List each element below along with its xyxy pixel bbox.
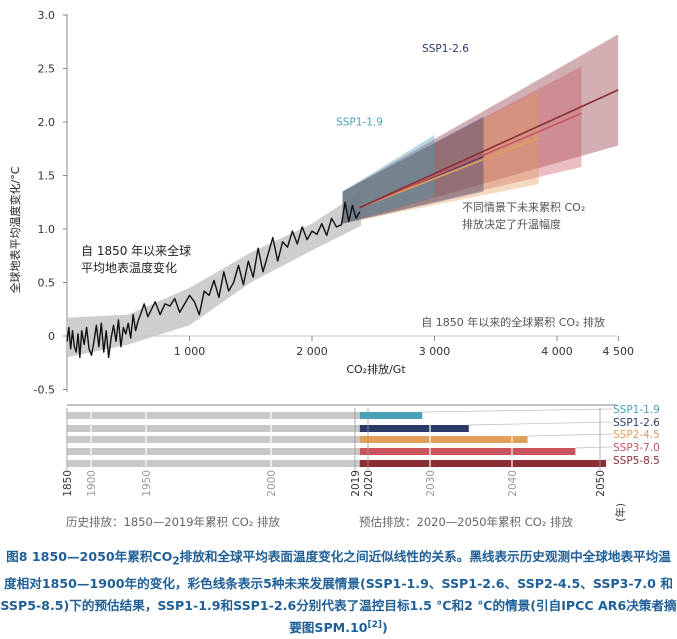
- year-tick-label: 1950: [141, 470, 153, 497]
- annotation-line: 不同情景下未来累积 CO₂: [462, 201, 585, 214]
- year-tick-label: 1850: [62, 470, 74, 497]
- y-axis-ticks: 3.0 2.5 2.0 1.5 1.0 0.5 0 -0.5: [34, 9, 67, 397]
- scenario-central-line: [359, 112, 582, 209]
- x-tick-label: 3 000: [419, 345, 451, 358]
- y-axis-label: 全球地表平均温度变化/°C: [8, 166, 22, 293]
- legend-connector: [527, 433, 613, 437]
- historical-bar: [67, 448, 360, 455]
- annotation-line: 平均地表温度变化: [81, 260, 177, 275]
- y-tick-label: 0: [48, 330, 55, 343]
- future-bar: [359, 412, 423, 419]
- legend-connector: [422, 408, 613, 413]
- year-tick-label: 2040: [507, 470, 519, 497]
- scenario-label: SSP1-1.9: [336, 116, 383, 128]
- emissions-temperature-figure: 3.0 2.5 2.0 1.5 1.0 0.5 0 -0.5 全球地表平均温度变化/°C 1 …: [8, 9, 660, 529]
- legend-connector: [468, 421, 613, 426]
- year-tick-label: 2030: [425, 470, 437, 497]
- y-tick-label: 0.5: [38, 277, 56, 290]
- scenario-label: SSP1-2.6: [422, 43, 469, 55]
- caption-subscript: 2: [172, 555, 180, 568]
- scenario-band: [342, 134, 435, 224]
- y-tick-label: 1.5: [38, 170, 56, 183]
- cumulative-bars: [67, 412, 606, 467]
- annotation-line: 自 1850 年以来全球: [81, 243, 191, 258]
- scenario-band: [342, 92, 539, 224]
- historical-bar: [67, 436, 360, 443]
- figure-caption: 图8 1850—2050年累积CO2排放和全球平均表面温度变化之间近似线性的关系…: [0, 546, 677, 639]
- cumulative-annotation: 自 1850 年以来的全球累积 CO₂ 排放: [421, 315, 605, 329]
- caption-part3: ): [382, 619, 388, 635]
- x-tick-label: 4 000: [541, 345, 573, 358]
- scenario-band: [342, 116, 484, 224]
- future-bar: [359, 436, 528, 443]
- historical-line: [66, 201, 361, 359]
- historical-emissions-label: 历史排放：1850—2019年累积 CO₂ 排放: [66, 515, 281, 529]
- main-chart: 3.0 2.5 2.0 1.5 1.0 0.5 0 -0.5 全球地表平均温度变化/°C 1 …: [8, 9, 634, 397]
- future-emissions-label: 预估排放：2020—2050年累积 CO₂ 排放: [359, 515, 574, 529]
- legend-entry: SSP1-2.6: [613, 417, 660, 429]
- year-ticks: 1850 1900 1950 2000 2019 2020 2030 2040 2050 (年): [62, 408, 627, 522]
- scenario-band: [342, 66, 582, 224]
- legend-entry: SSP3-7.0: [613, 442, 660, 454]
- caption-part2: 排放和全球平均表面温度变化之间近似线性的关系。黑线表示历史观测中全球地表平均温度…: [0, 549, 677, 635]
- bottom-emissions-panel: 1850 1900 1950 2000 2019 2020 2030 2040 2050(年) …: [62, 404, 660, 529]
- y-tick-label: -0.5: [34, 384, 55, 397]
- year-unit: (年): [614, 503, 627, 522]
- future-bar: [359, 460, 606, 467]
- historical-observations: [66, 201, 361, 359]
- y-tick-label: 1.0: [38, 223, 56, 236]
- scenario-central-line: [359, 137, 539, 209]
- year-tick-label: 1900: [86, 470, 98, 497]
- scenario-annotation: 不同情景下未来累积 CO₂ 排放决定了升温幅度: [462, 201, 585, 231]
- legend-entry: SSP5-8.5: [613, 455, 660, 467]
- scenario-central-line: [359, 89, 619, 209]
- x-axis-label: CO₂排放/Gt: [346, 362, 406, 376]
- y-tick-label: 2.5: [38, 63, 56, 76]
- caption-reference: [2]: [367, 619, 383, 630]
- annotation-line: 排放决定了升温幅度: [462, 217, 561, 231]
- year-tick-label: 2050: [595, 470, 607, 497]
- scenario-band: [342, 34, 619, 224]
- legend-entry: SSP2-4.5: [613, 429, 660, 441]
- legend-connector: [575, 446, 613, 449]
- x-tick-label: 1 000: [174, 345, 206, 358]
- year-tick-label: 2020: [363, 470, 375, 497]
- historical-bar: [67, 460, 360, 467]
- historical-bar: [67, 412, 360, 419]
- year-tick-label: 2000: [266, 470, 278, 497]
- historical-bar: [67, 425, 360, 432]
- y-tick-label: 2.0: [38, 116, 56, 129]
- future-bar: [359, 425, 469, 432]
- uncertainty-bands: [67, 34, 619, 358]
- x-tick-label: 4 500: [603, 345, 635, 358]
- scenario-central-lines: [359, 89, 619, 209]
- y-tick-label: 3.0: [38, 9, 56, 22]
- x-axis-ticks: 1 000 2 000 3 000 4 000 4 500: [174, 336, 634, 358]
- caption-part1: 图8 1850—2050年累积CO: [6, 549, 173, 564]
- legend-entry: SSP1-1.9: [613, 404, 660, 416]
- future-bar: [359, 448, 576, 455]
- x-tick-label: 2 000: [296, 345, 328, 358]
- year-tick-label: 2019: [350, 470, 362, 497]
